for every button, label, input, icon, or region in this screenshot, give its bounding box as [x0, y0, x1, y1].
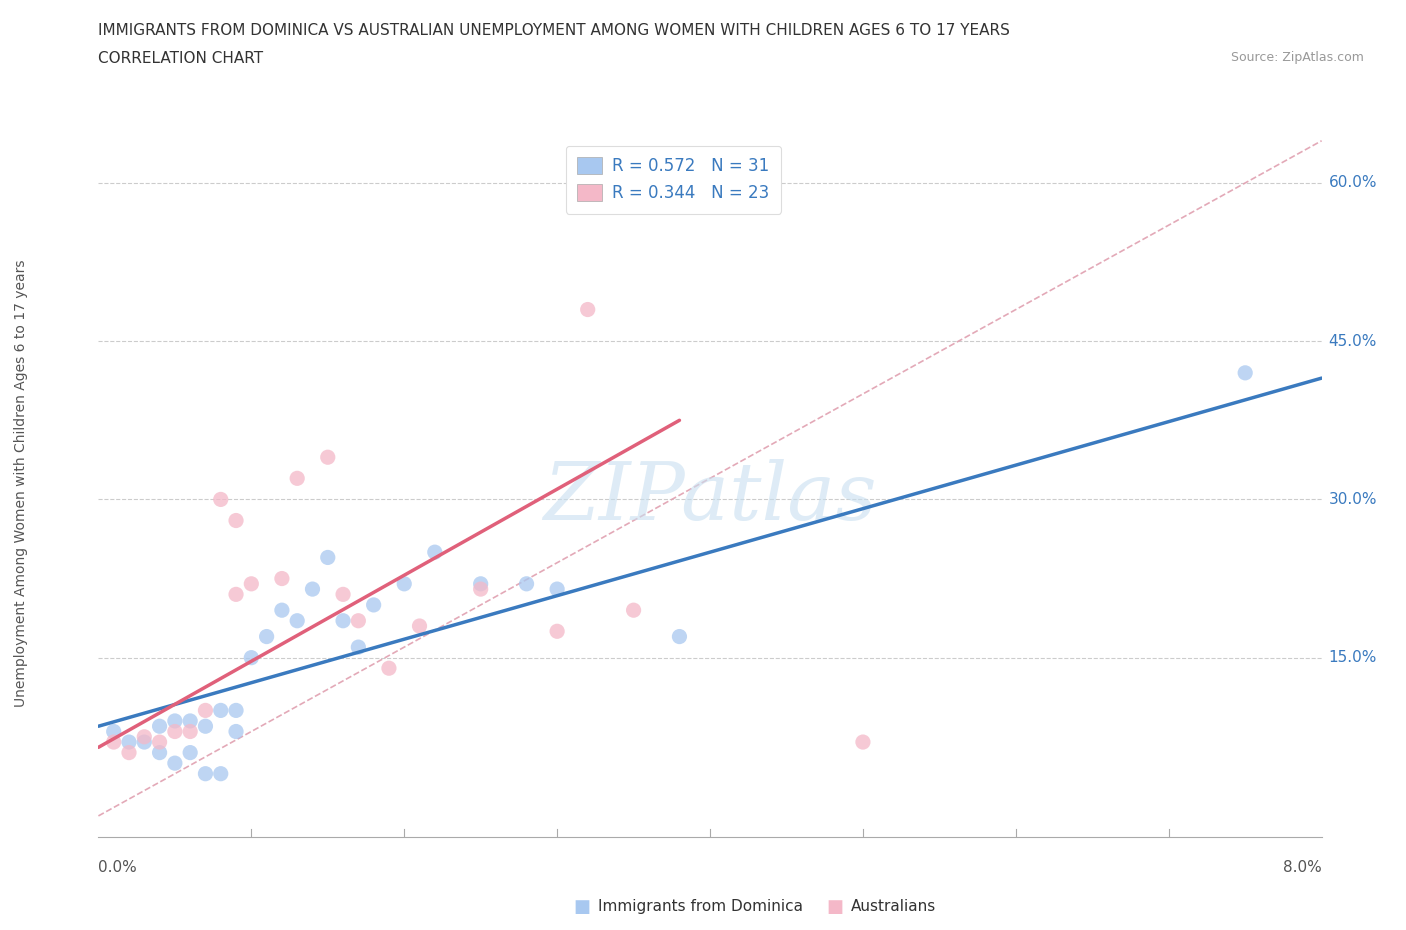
Point — [546, 581, 568, 596]
Text: 45.0%: 45.0% — [1329, 334, 1376, 349]
Text: CORRELATION CHART: CORRELATION CHART — [98, 51, 263, 66]
Point — [852, 735, 875, 750]
Point — [179, 745, 201, 760]
Point — [285, 613, 308, 628]
Point — [225, 724, 247, 739]
Point — [179, 724, 201, 739]
Point — [470, 581, 492, 596]
Point — [1234, 365, 1257, 380]
Text: IMMIGRANTS FROM DOMINICA VS AUSTRALIAN UNEMPLOYMENT AMONG WOMEN WITH CHILDREN AG: IMMIGRANTS FROM DOMINICA VS AUSTRALIAN U… — [98, 23, 1011, 38]
Point — [546, 624, 568, 639]
Point — [378, 661, 401, 676]
Point — [270, 603, 294, 618]
Point — [316, 450, 339, 465]
Point — [134, 729, 156, 744]
Point — [623, 603, 645, 618]
Point — [347, 613, 370, 628]
Point — [134, 735, 156, 750]
Text: ■: ■ — [827, 897, 844, 916]
Point — [423, 545, 446, 560]
Text: 60.0%: 60.0% — [1329, 176, 1376, 191]
Point — [392, 577, 416, 591]
Text: 0.0%: 0.0% — [98, 860, 138, 875]
Point — [332, 587, 354, 602]
Point — [363, 597, 385, 612]
Text: Immigrants from Dominica: Immigrants from Dominica — [598, 899, 803, 914]
Text: Australians: Australians — [851, 899, 936, 914]
Point — [194, 719, 217, 734]
Point — [163, 756, 186, 771]
Point — [179, 713, 201, 728]
Point — [149, 719, 172, 734]
Point — [149, 735, 172, 750]
Point — [576, 302, 599, 317]
Point — [256, 629, 278, 644]
Point — [209, 766, 232, 781]
Point — [240, 577, 263, 591]
Point — [163, 713, 186, 728]
Point — [347, 640, 370, 655]
Point — [240, 650, 263, 665]
Point — [118, 735, 141, 750]
Point — [285, 471, 308, 485]
Text: 8.0%: 8.0% — [1282, 860, 1322, 875]
Text: 15.0%: 15.0% — [1329, 650, 1376, 665]
Point — [194, 766, 217, 781]
Point — [225, 703, 247, 718]
Point — [194, 703, 217, 718]
Text: Unemployment Among Women with Children Ages 6 to 17 years: Unemployment Among Women with Children A… — [14, 259, 28, 708]
Point — [163, 724, 186, 739]
Text: 30.0%: 30.0% — [1329, 492, 1376, 507]
Point — [118, 745, 141, 760]
Point — [516, 577, 538, 591]
Point — [209, 703, 232, 718]
Text: Source: ZipAtlas.com: Source: ZipAtlas.com — [1230, 51, 1364, 64]
Point — [225, 587, 247, 602]
Point — [301, 581, 323, 596]
Point — [408, 618, 430, 633]
Point — [316, 550, 339, 565]
Point — [332, 613, 354, 628]
Legend: R = 0.572   N = 31, R = 0.344   N = 23: R = 0.572 N = 31, R = 0.344 N = 23 — [565, 146, 782, 214]
Point — [225, 513, 247, 528]
Point — [103, 735, 125, 750]
Point — [209, 492, 232, 507]
Text: ■: ■ — [574, 897, 591, 916]
Point — [270, 571, 294, 586]
Point — [470, 577, 492, 591]
Point — [103, 724, 125, 739]
Point — [668, 629, 690, 644]
Point — [149, 745, 172, 760]
Text: ZIPatlas: ZIPatlas — [543, 459, 877, 537]
